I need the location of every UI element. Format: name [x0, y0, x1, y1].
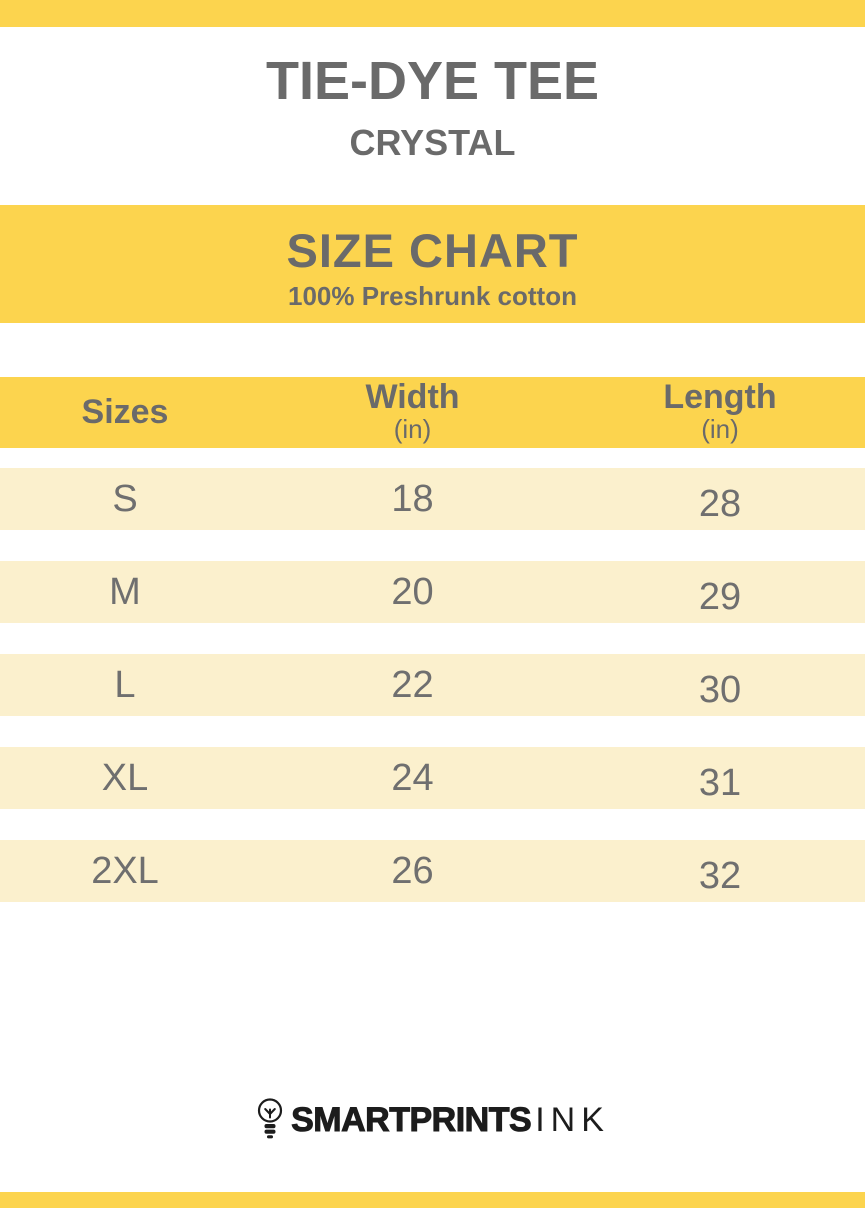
banner-subheading: 100% Preshrunk cotton: [288, 280, 577, 311]
table-row: 2XL 26 32: [0, 840, 865, 902]
title-block: TIE-DYE TEE CRYSTAL: [0, 51, 865, 164]
table-row: L 22 30: [0, 654, 865, 716]
product-title: TIE-DYE TEE: [265, 51, 600, 111]
size-cell: L: [114, 664, 136, 706]
width-cell: 22: [391, 664, 434, 706]
column-header-sizes: Sizes: [0, 377, 250, 448]
column-header-width: Width (in): [250, 377, 575, 448]
column-label: Length: [663, 377, 777, 416]
table-row: M 20 29: [0, 561, 865, 623]
width-cell: 26: [391, 850, 434, 892]
brand-name-primary: SMARTPRINTS: [291, 1100, 533, 1139]
lightbulb-icon: [258, 1098, 283, 1139]
width-cell: 20: [391, 571, 434, 613]
size-cell: XL: [101, 757, 149, 799]
length-cell: 30: [698, 669, 742, 711]
column-label: Sizes: [81, 392, 169, 431]
size-chart-banner: SIZE CHART 100% Preshrunk cotton: [0, 205, 865, 323]
column-header-length: Length (in): [575, 377, 865, 448]
table-header-row: Sizes Width (in) Length (in): [0, 377, 865, 448]
column-unit: (in): [393, 414, 432, 445]
table-row: XL 24 31: [0, 747, 865, 809]
product-variant: CRYSTAL: [349, 122, 516, 164]
top-accent-bar: [0, 0, 865, 27]
bottom-accent-bar: [0, 1192, 865, 1208]
banner-heading: SIZE CHART: [286, 224, 579, 277]
width-cell: 24: [391, 757, 434, 799]
size-cell: 2XL: [91, 850, 159, 892]
length-cell: 32: [698, 855, 742, 897]
brand-name-secondary: INK: [535, 1100, 610, 1139]
size-cell: S: [112, 478, 138, 520]
size-table: Sizes Width (in) Length (in) S 18 28 M 2…: [0, 377, 865, 933]
length-cell: 31: [698, 762, 742, 804]
column-label: Width: [365, 377, 460, 416]
column-unit: (in): [701, 414, 739, 445]
brand-logo: SMARTPRINTS INK: [0, 1096, 865, 1144]
length-cell: 29: [698, 576, 742, 618]
length-cell: 28: [698, 483, 742, 525]
size-cell: M: [109, 571, 141, 613]
table-row: S 18 28: [0, 468, 865, 530]
width-cell: 18: [391, 478, 434, 520]
